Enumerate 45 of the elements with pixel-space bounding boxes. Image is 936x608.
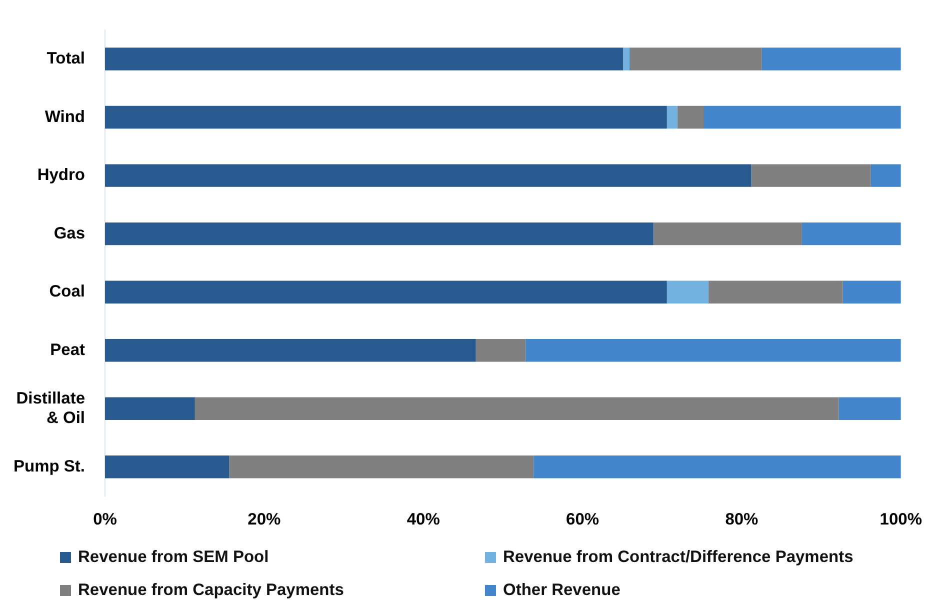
bar (105, 397, 195, 420)
bar (105, 222, 654, 246)
y-tick-label: Distillate & Oil (16, 389, 85, 428)
bar (623, 48, 630, 70)
y-tick-label: Total (46, 50, 85, 68)
bar (105, 106, 667, 129)
bar (666, 106, 678, 129)
y-tick-label: Coal (49, 282, 85, 301)
bar (708, 280, 843, 304)
bar (704, 106, 901, 129)
legend-label: Revenue from SEM Pool (78, 548, 269, 567)
bar (525, 338, 901, 362)
bar (476, 338, 526, 362)
x-tick-label: 80% (725, 510, 759, 528)
bar (105, 456, 230, 478)
bar (105, 280, 667, 304)
bar (842, 280, 901, 304)
x-tick-label: 40% (406, 510, 440, 528)
bar (838, 397, 901, 420)
bar (105, 48, 624, 70)
bar (666, 280, 708, 304)
bar (751, 164, 871, 187)
bar (653, 222, 802, 246)
x-tick-label: 100% (880, 510, 922, 528)
bar (105, 164, 752, 187)
y-tick-label: Gas (54, 224, 85, 242)
bar (194, 397, 839, 420)
y-tick-label: Hydro (37, 166, 85, 184)
bar (105, 338, 476, 362)
legend-label: Other Revenue (503, 581, 620, 600)
x-tick-label: 0% (93, 510, 118, 528)
bar (801, 222, 901, 246)
bar (870, 164, 901, 187)
legend-label: Revenue from Capacity Payments (78, 581, 344, 600)
bar (677, 106, 704, 129)
bar (229, 456, 534, 478)
x-tick-label: 20% (248, 510, 282, 528)
bar (533, 456, 901, 478)
bar (630, 48, 762, 70)
legend-label: Revenue from Contract/Difference Payments (503, 548, 854, 567)
x-tick-label: 60% (566, 510, 600, 528)
y-tick-label: Peat (50, 340, 86, 359)
bar (762, 48, 901, 70)
y-tick-label: Pump St. (13, 457, 85, 476)
y-tick-label: Wind (44, 108, 85, 126)
